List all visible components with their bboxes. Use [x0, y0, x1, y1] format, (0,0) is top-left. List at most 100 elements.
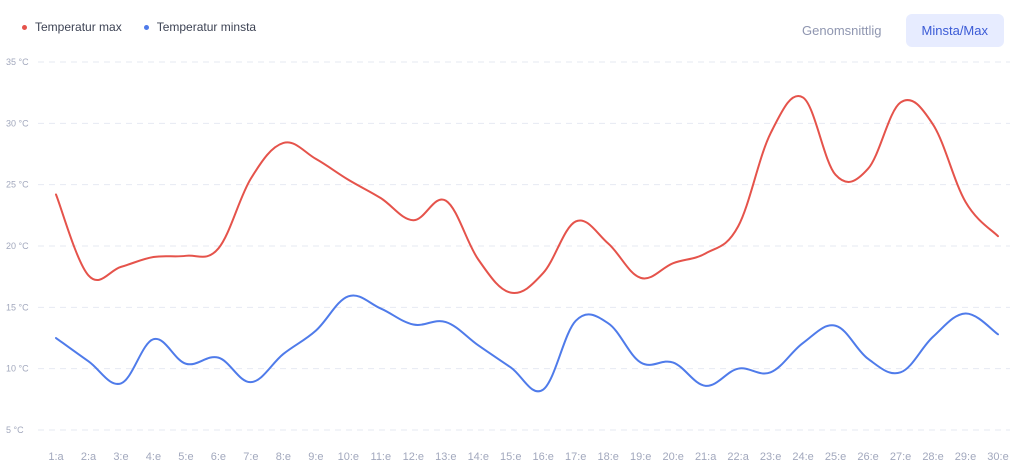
max-data-point[interactable]	[342, 174, 354, 186]
average-button[interactable]: Genomsnittlig	[786, 14, 897, 47]
x-tick-label: 2:a	[81, 451, 97, 463]
x-tick-label: 18:e	[597, 451, 618, 463]
y-tick-label: 10 °C	[6, 364, 29, 374]
x-tick-label: 12:e	[403, 451, 424, 463]
max-data-point[interactable]	[895, 96, 907, 108]
max-data-point[interactable]	[212, 242, 224, 254]
y-tick-label: 30 °C	[6, 118, 29, 128]
min-data-point[interactable]	[407, 319, 419, 331]
min-data-point[interactable]	[277, 348, 289, 360]
min-data-point[interactable]	[115, 377, 127, 389]
max-data-point[interactable]	[310, 153, 322, 165]
min-data-point[interactable]	[667, 357, 679, 369]
series-lines	[50, 92, 1004, 396]
minmax-button[interactable]: Minsta/Max	[905, 14, 1004, 47]
max-data-point[interactable]	[862, 163, 874, 175]
max-data-point[interactable]	[635, 272, 647, 284]
y-tick-label: 25 °C	[6, 180, 29, 190]
x-axis-ticks: 1:a 2:a 3:e 4:e 5:e 6:e 7:e 8:e 9:e 10:e 11:e 12:e 1…	[48, 451, 1008, 463]
min-data-point[interactable]	[310, 325, 322, 337]
max-data-point[interactable]	[245, 173, 257, 185]
min-data-point[interactable]	[472, 339, 484, 351]
y-axis-ticks: 35 °C 30 °C 25 °C 20 °C 15 °C 10 °C 5 °C	[6, 57, 29, 435]
x-tick-label: 4:e	[146, 451, 161, 463]
min-data-point[interactable]	[927, 331, 939, 343]
legend-label-min: Temperatur minsta	[156, 20, 257, 34]
min-data-point[interactable]	[960, 307, 972, 319]
min-data-point[interactable]	[440, 316, 452, 328]
max-data-point[interactable]	[732, 220, 744, 232]
chart-legend: Temperatur max Temperatur minsta	[22, 20, 256, 34]
max-data-point[interactable]	[407, 214, 419, 226]
max-data-point[interactable]	[992, 230, 1004, 242]
x-tick-label: 17:e	[565, 451, 586, 463]
min-data-point[interactable]	[895, 366, 907, 378]
x-tick-label: 25:e	[825, 451, 846, 463]
min-data-point[interactable]	[505, 361, 517, 373]
min-data-point[interactable]	[342, 290, 354, 302]
min-data-point[interactable]	[50, 332, 62, 344]
max-data-point[interactable]	[505, 287, 517, 299]
x-tick-label: 13:e	[435, 451, 456, 463]
legend-dot-max	[22, 24, 27, 30]
max-data-point[interactable]	[667, 257, 679, 269]
grid-lines	[38, 61, 1010, 431]
x-tick-label: 1:a	[48, 451, 64, 463]
series-line-max[interactable]	[55, 95, 999, 294]
max-data-point[interactable]	[50, 188, 62, 200]
x-tick-label: 3:e	[113, 451, 128, 463]
min-data-point[interactable]	[82, 355, 94, 367]
y-tick-label: 20 °C	[6, 241, 29, 251]
x-tick-label: 20:e	[662, 451, 683, 463]
max-data-point[interactable]	[82, 269, 94, 281]
x-tick-label: 26:e	[857, 451, 878, 463]
max-data-point[interactable]	[602, 238, 614, 250]
min-data-point[interactable]	[602, 317, 614, 329]
max-data-point[interactable]	[180, 250, 192, 262]
x-tick-label: 22:a	[727, 451, 749, 463]
x-tick-label: 11:e	[371, 451, 392, 463]
max-data-point[interactable]	[830, 169, 842, 181]
x-tick-label: 16:e	[533, 451, 554, 463]
min-data-point[interactable]	[212, 352, 224, 364]
min-data-point[interactable]	[992, 328, 1004, 340]
max-data-point[interactable]	[570, 215, 582, 227]
min-data-point[interactable]	[375, 303, 387, 315]
min-data-point[interactable]	[797, 337, 809, 349]
min-data-point[interactable]	[570, 315, 582, 327]
legend-dot-min	[143, 24, 149, 30]
min-data-point[interactable]	[830, 320, 842, 332]
y-tick-label: 15 °C	[6, 302, 29, 312]
max-data-point[interactable]	[960, 196, 972, 208]
x-tick-label: 30:e	[987, 451, 1008, 463]
max-data-point[interactable]	[927, 119, 939, 131]
min-data-point[interactable]	[245, 376, 257, 388]
max-data-point[interactable]	[765, 127, 777, 139]
max-data-point[interactable]	[375, 192, 387, 204]
max-data-point[interactable]	[115, 261, 127, 273]
legend-item-max[interactable]: Temperatur max	[22, 20, 122, 34]
max-data-point[interactable]	[700, 247, 712, 259]
max-data-point[interactable]	[147, 251, 159, 263]
x-tick-label: 19:e	[630, 451, 651, 463]
min-data-point[interactable]	[635, 357, 647, 369]
min-data-point[interactable]	[147, 333, 159, 345]
x-tick-label: 7:e	[243, 451, 258, 463]
max-data-point[interactable]	[537, 267, 549, 279]
max-data-point[interactable]	[472, 253, 484, 265]
min-data-point[interactable]	[862, 353, 874, 365]
min-data-point[interactable]	[765, 366, 777, 378]
min-data-point[interactable]	[732, 363, 744, 375]
legend-item-min[interactable]: Temperatur minsta	[143, 20, 257, 34]
max-data-point[interactable]	[797, 92, 809, 104]
min-data-point[interactable]	[700, 380, 712, 392]
y-tick-label: 5 °C	[6, 425, 24, 435]
x-tick-label: 21:a	[695, 451, 717, 463]
min-data-point[interactable]	[537, 384, 549, 396]
min-data-point[interactable]	[180, 358, 192, 370]
series-line-min[interactable]	[55, 294, 999, 393]
max-data-point[interactable]	[440, 195, 452, 207]
view-toggle: Genomsnittlig Minsta/Max	[786, 14, 1004, 47]
max-data-point[interactable]	[277, 137, 289, 149]
